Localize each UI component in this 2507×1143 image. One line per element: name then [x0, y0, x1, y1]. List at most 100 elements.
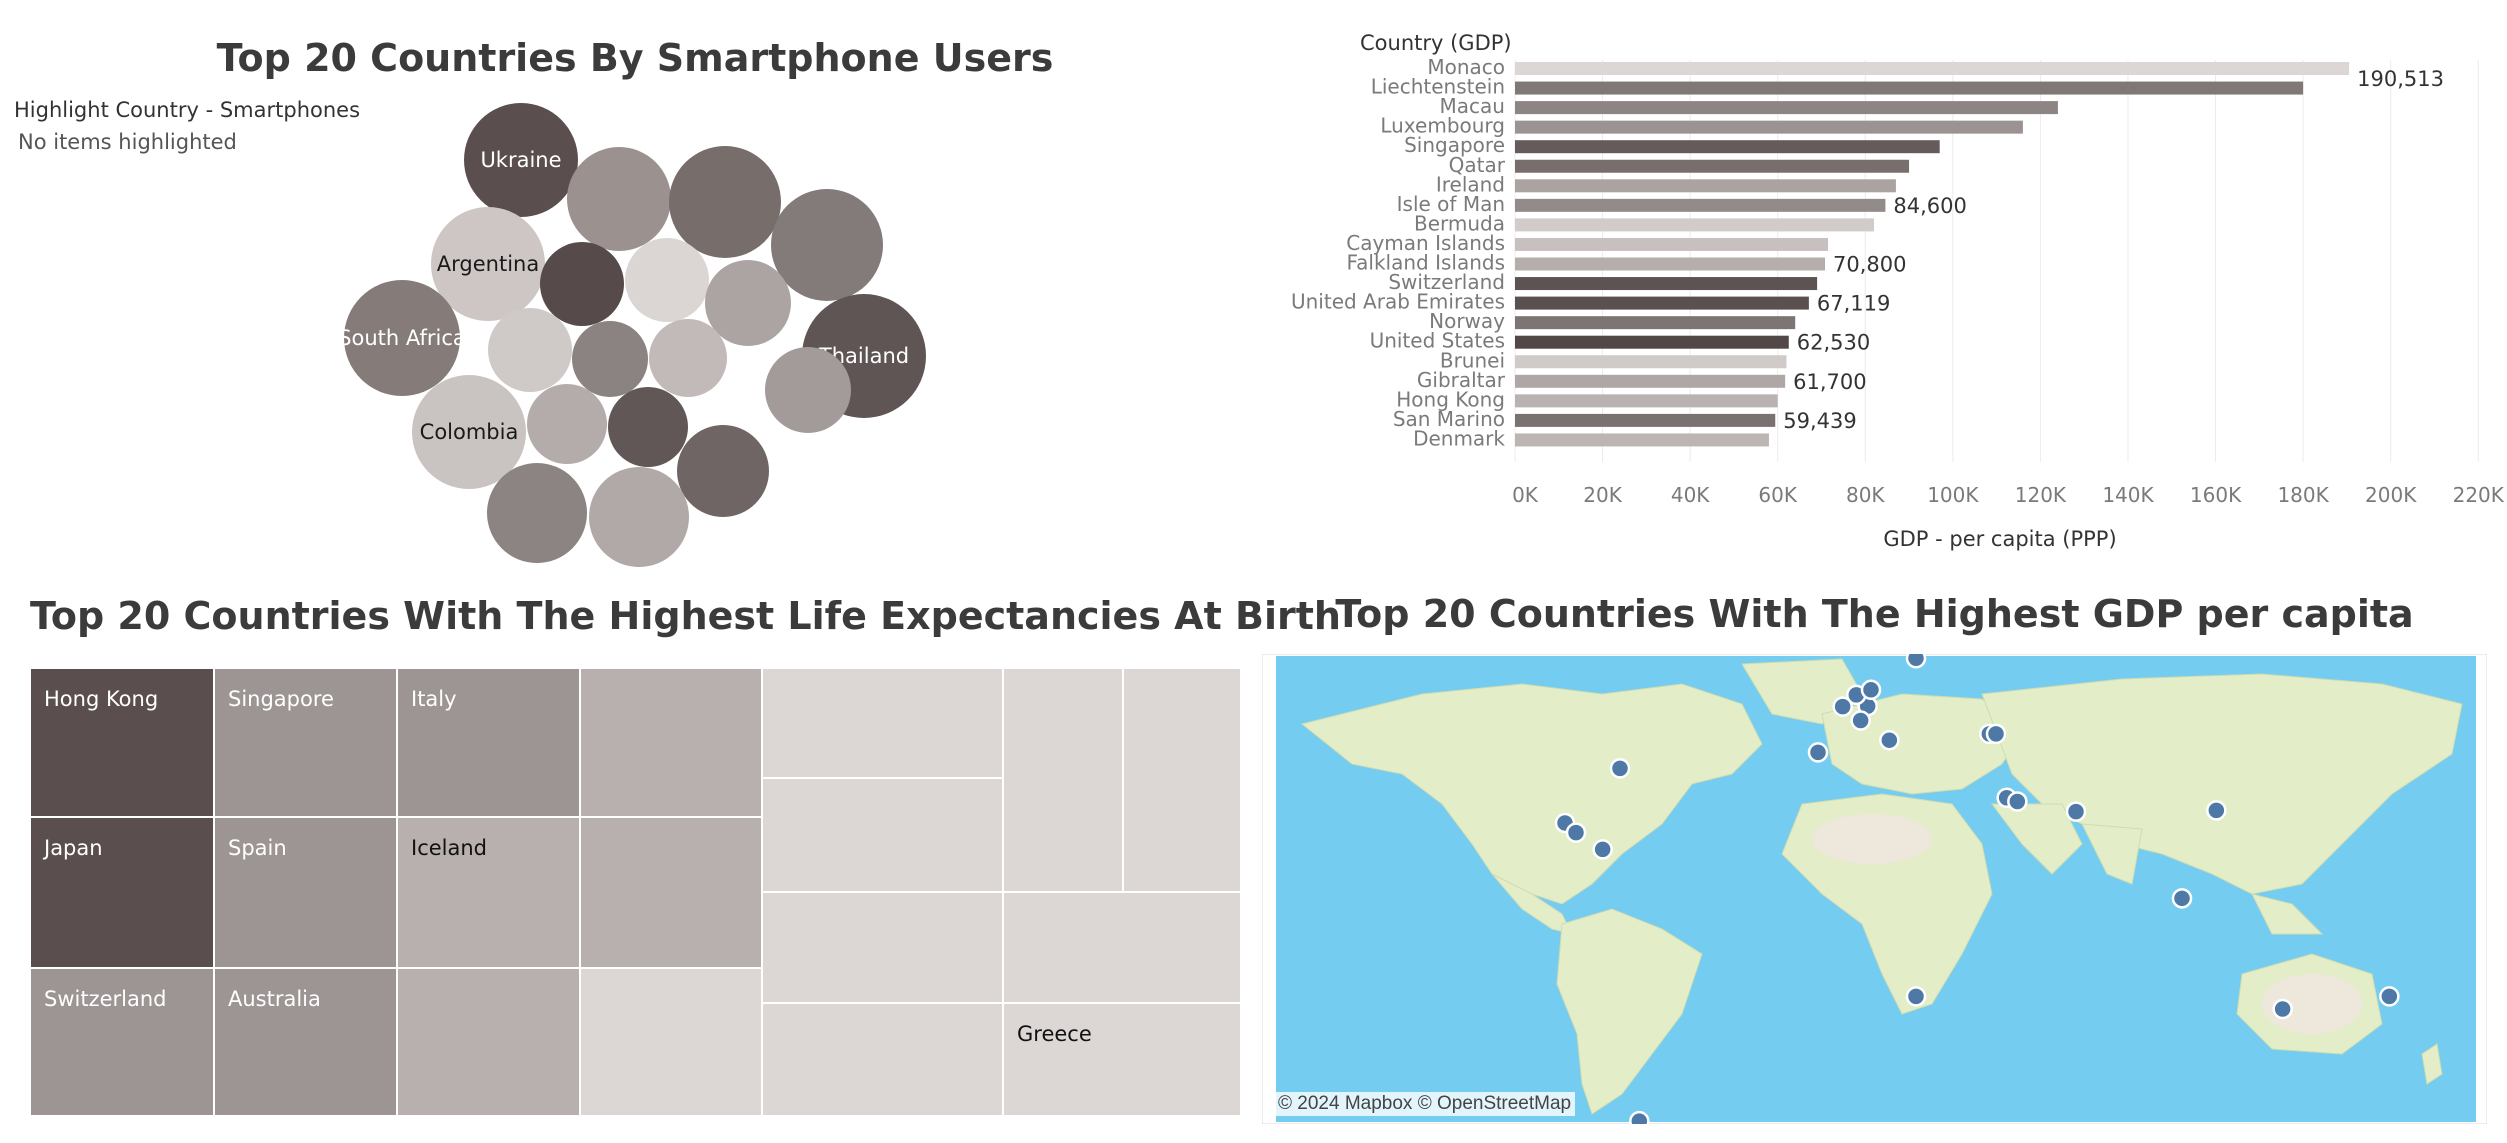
bar[interactable]: [1515, 316, 1796, 330]
map-point[interactable]: [1832, 696, 1853, 717]
treemap-cell[interactable]: [761, 667, 1004, 779]
treemap-cell[interactable]: [396, 967, 581, 1117]
bar[interactable]: [1515, 257, 1825, 271]
map-point[interactable]: [1860, 679, 1882, 701]
treemap-cell[interactable]: [396, 667, 581, 818]
map-point[interactable]: [1905, 654, 1927, 669]
bar[interactable]: [1515, 159, 1910, 173]
bar[interactable]: [1515, 81, 2304, 95]
bar[interactable]: [1515, 237, 1829, 251]
bubble[interactable]: [487, 463, 587, 563]
map-point[interactable]: [1905, 986, 1927, 1007]
treemap-cell-label: Japan: [42, 836, 103, 860]
desert: [2262, 974, 2362, 1034]
bubble[interactable]: [771, 189, 883, 301]
bubble[interactable]: [572, 321, 648, 397]
treemap-cell[interactable]: [1002, 891, 1242, 1004]
bubble[interactable]: [567, 147, 671, 251]
treemap-cell-label: Switzerland: [44, 987, 167, 1011]
bubble[interactable]: [765, 347, 851, 433]
bar-category-label: Cayman Islands: [1346, 231, 1505, 255]
treemap-cell[interactable]: [1122, 667, 1242, 893]
treemap-cell[interactable]: [761, 891, 1004, 1004]
bar-data-label: 190,513: [2357, 67, 2444, 91]
bubble[interactable]: [527, 384, 607, 464]
bar[interactable]: [1515, 296, 1809, 310]
treemap-cell[interactable]: [579, 816, 763, 969]
bubble[interactable]: [649, 319, 727, 397]
bubble[interactable]: [464, 103, 578, 217]
bar[interactable]: [1515, 433, 1769, 447]
bar-category-label: Singapore: [1404, 133, 1505, 157]
map-point[interactable]: [2065, 801, 2087, 822]
land-mass: [1991, 803, 2143, 885]
bar[interactable]: [1515, 394, 1778, 408]
treemap-cell[interactable]: [579, 667, 763, 818]
bubble[interactable]: [540, 242, 624, 326]
treemap-cell[interactable]: [761, 1002, 1004, 1117]
life-expectancy-treemap: Hong Kong Japan Switzerland Singapore Spain A…: [29, 667, 1242, 1117]
bubble[interactable]: [677, 425, 769, 517]
bubble[interactable]: [431, 207, 545, 321]
map-point[interactable]: [2171, 888, 2193, 909]
land-mass: [1556, 908, 1703, 1115]
map-point[interactable]: [2379, 986, 2400, 1007]
map-point[interactable]: [2272, 998, 2293, 1020]
bar-data-label: 84,600: [1893, 194, 1966, 218]
bar[interactable]: [1515, 218, 1875, 232]
bar[interactable]: [1515, 374, 1786, 388]
bar[interactable]: [1515, 413, 1776, 427]
treemap-cell[interactable]: [29, 667, 215, 818]
bubble[interactable]: [669, 146, 781, 258]
bar[interactable]: [1515, 335, 1789, 349]
bubble[interactable]: [412, 375, 526, 489]
x-tick-label: 40K: [1671, 483, 1710, 507]
map-point[interactable]: [2206, 800, 2227, 821]
treemap-cell[interactable]: [29, 967, 215, 1117]
gdp-world-map[interactable]: [1262, 654, 2487, 1124]
bubble[interactable]: [488, 308, 572, 392]
land-mass: [1300, 683, 1763, 905]
map-point[interactable]: [1609, 758, 1631, 779]
bar[interactable]: [1515, 62, 2350, 75]
map-point[interactable]: [2007, 791, 2028, 812]
bar[interactable]: [1515, 277, 1818, 291]
treemap-cell[interactable]: [1002, 1002, 1242, 1117]
bar-category-label: United Arab Emirates: [1291, 290, 1505, 314]
map-point[interactable]: [1807, 742, 1829, 763]
bar[interactable]: [1515, 179, 1896, 193]
treemap-cell-label: Greece: [1017, 1022, 1092, 1046]
x-tick-label: 140K: [2102, 483, 2154, 507]
treemap-cell[interactable]: [213, 816, 398, 969]
bubble[interactable]: [608, 387, 688, 467]
bubble-label: South Africa: [338, 326, 466, 350]
bubble[interactable]: [625, 238, 709, 322]
gdp-bar-chart: Country (GDP) 0K 20K 40K 60K 80K 100K 120K 140K 1…: [1291, 31, 2505, 551]
bar-category-label: United States: [1370, 329, 1505, 353]
highlight-value[interactable]: No items highlighted: [18, 130, 237, 154]
bar[interactable]: [1515, 101, 2058, 115]
treemap-cell[interactable]: [579, 967, 763, 1117]
treemap-cell[interactable]: [213, 967, 398, 1117]
land-mass: [2421, 1043, 2443, 1085]
treemap-cell[interactable]: [1002, 667, 1124, 893]
treemap-cell-label: Iceland: [411, 836, 487, 860]
treemap-cell[interactable]: [761, 777, 1004, 893]
map-point[interactable]: [1985, 723, 2007, 745]
bar-category-label: Denmark: [1413, 426, 1505, 450]
bubble[interactable]: [344, 280, 460, 396]
map-point[interactable]: [1592, 839, 1613, 860]
treemap-cell[interactable]: [213, 667, 398, 818]
bubble[interactable]: [589, 467, 689, 567]
bar[interactable]: [1515, 355, 1787, 369]
map-point[interactable]: [1565, 822, 1587, 843]
map-point[interactable]: [1879, 729, 1900, 751]
bubble[interactable]: [705, 260, 791, 346]
map-attribution: © 2024 Mapbox © OpenStreetMap: [1274, 1092, 1576, 1116]
map-point[interactable]: [1850, 710, 1871, 731]
bar[interactable]: [1515, 198, 1886, 212]
bar-category-label: San Marino: [1393, 407, 1505, 431]
bar[interactable]: [1515, 120, 2023, 134]
map-point[interactable]: [1629, 1110, 1650, 1124]
bar[interactable]: [1515, 140, 1940, 154]
